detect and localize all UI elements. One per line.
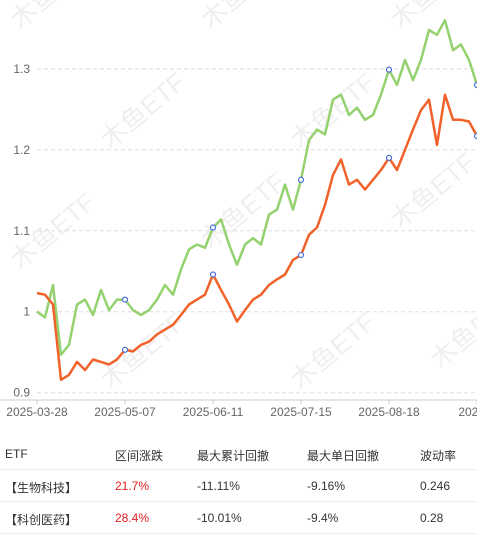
point-marker: [211, 272, 216, 277]
x-tick-label: 2025-05-07: [94, 405, 156, 419]
table-cell: 【生物科技】: [5, 479, 77, 496]
table-row: 【生物科技】 21.7% -11.11% -9.16% 0.246: [0, 470, 477, 502]
table-cell: -9.16%: [307, 479, 345, 493]
point-marker: [299, 177, 304, 182]
watermark: 木鱼ETF: [5, 0, 102, 35]
table-row: 【科创医药】 28.4% -10.01% -9.4% 0.28: [0, 502, 477, 534]
table-cell: 最大累计回撤: [197, 447, 269, 464]
x-tick-label: 2025-0: [458, 405, 477, 419]
table-cell: 区间涨跌: [115, 447, 163, 464]
y-tick-label: 1.3: [13, 62, 30, 76]
table-cell: 0.246: [420, 479, 450, 493]
table-cell: 0.28: [420, 511, 443, 525]
y-tick-label: 0.9: [13, 386, 30, 400]
y-tick-label: 1: [23, 305, 30, 319]
point-marker: [123, 347, 128, 352]
table-cell: 【科创医药】: [5, 511, 77, 528]
watermark: 木鱼ETF: [385, 147, 477, 235]
watermark: 木鱼ETF: [195, 0, 292, 35]
table-cell: -11.11%: [197, 479, 240, 493]
table-cell: -10.01%: [197, 511, 242, 525]
stats-table: ETF 区间涨跌 最大累计回撤 最大单日回撤 波动率【生物科技】 21.7% -11.11%…: [0, 438, 477, 534]
point-marker: [211, 225, 216, 230]
watermark: 木鱼ETF: [285, 67, 382, 155]
y-tick-label: 1.2: [13, 143, 30, 157]
point-marker: [387, 67, 392, 72]
x-tick-label: 2025-08-18: [358, 405, 420, 419]
watermark: 木鱼ETF: [385, 0, 477, 35]
table-cell: ETF: [5, 447, 28, 461]
table-cell: 28.4%: [115, 511, 149, 525]
table-cell: 最大单日回撤: [307, 447, 379, 464]
table-cell: -9.4%: [307, 511, 338, 525]
watermark: 木鱼ETF: [95, 67, 192, 155]
table-cell: 21.7%: [115, 479, 149, 493]
table-cell: 波动率: [420, 447, 456, 464]
watermark: 木鱼ETF: [285, 307, 382, 395]
x-tick-label: 2025-03-28: [6, 405, 68, 419]
x-tick-label: 2025-07-15: [270, 405, 332, 419]
x-tick-label: 2025-06-11: [183, 405, 244, 419]
watermark: 木鱼ETF: [425, 287, 477, 375]
point-marker: [387, 155, 392, 160]
point-marker: [299, 253, 304, 258]
point-marker: [123, 297, 128, 302]
y-tick-label: 1.1: [13, 224, 30, 238]
table-header: ETF 区间涨跌 最大累计回撤 最大单日回撤 波动率: [0, 438, 477, 470]
